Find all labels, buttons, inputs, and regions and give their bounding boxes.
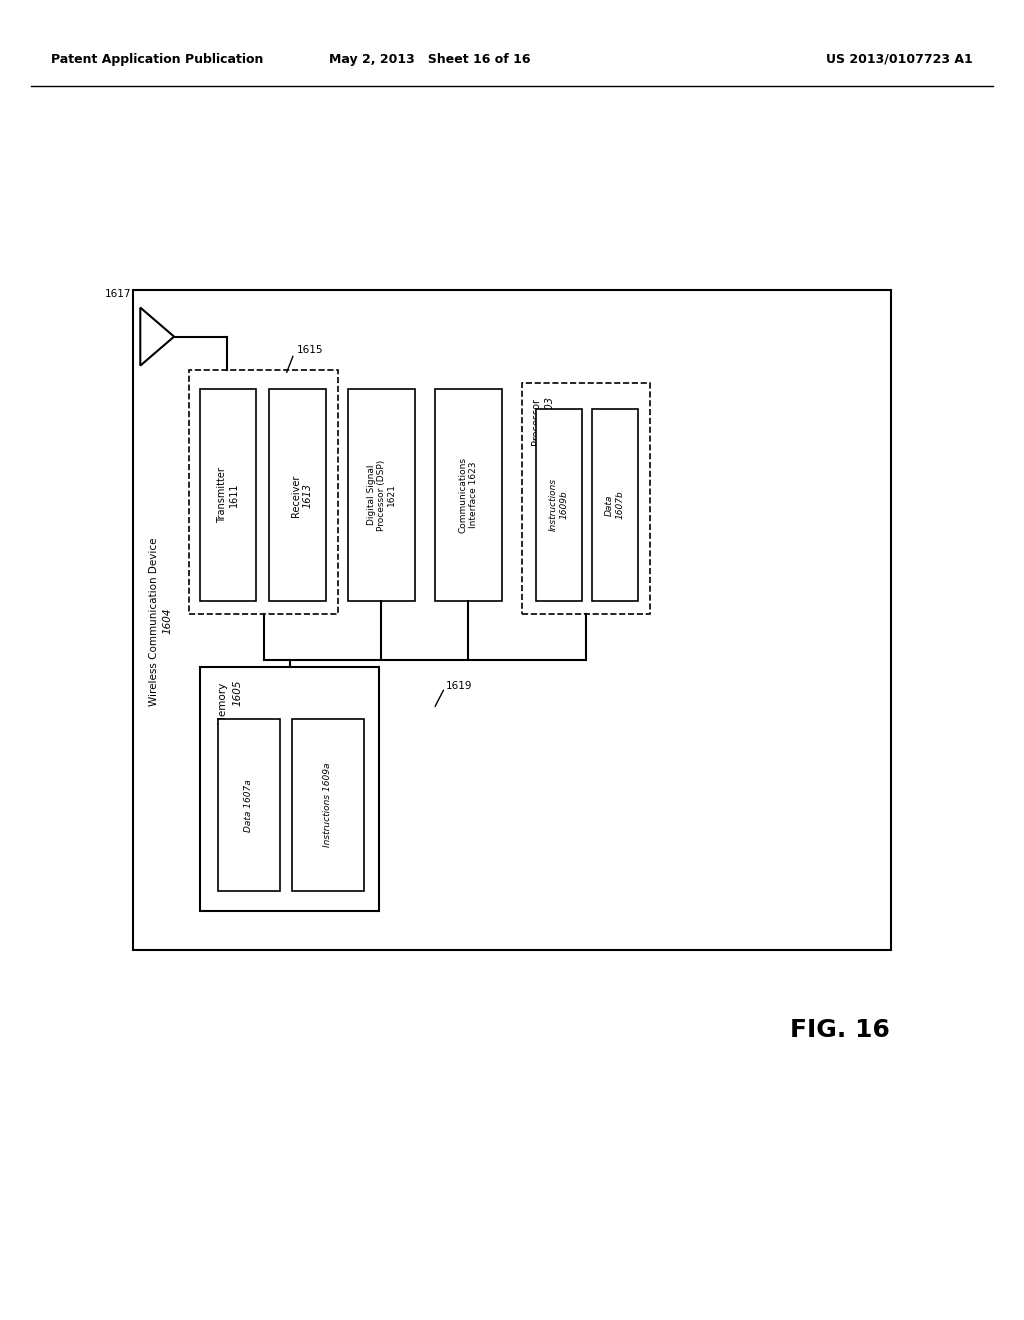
- Text: 1617: 1617: [104, 289, 131, 300]
- Text: 1613: 1613: [303, 483, 312, 507]
- Text: Receiver: Receiver: [293, 473, 302, 517]
- FancyBboxPatch shape: [522, 383, 650, 614]
- Text: US 2013/0107723 A1: US 2013/0107723 A1: [826, 53, 973, 66]
- Text: FIG. 16: FIG. 16: [790, 1018, 890, 1041]
- Text: 1603: 1603: [545, 396, 555, 421]
- Text: Transmitter
1611: Transmitter 1611: [217, 467, 239, 523]
- FancyBboxPatch shape: [435, 389, 502, 601]
- Text: Data
1607b: Data 1607b: [605, 491, 625, 519]
- Text: Digital Signal
Processor (DSP)
1621: Digital Signal Processor (DSP) 1621: [367, 459, 396, 531]
- FancyBboxPatch shape: [536, 409, 582, 601]
- FancyBboxPatch shape: [292, 719, 364, 891]
- Text: 1615: 1615: [297, 345, 324, 355]
- Text: Wireless Communication Device: Wireless Communication Device: [148, 535, 159, 706]
- FancyBboxPatch shape: [592, 409, 638, 601]
- Text: Memory: Memory: [218, 680, 228, 725]
- Text: Processor: Processor: [532, 396, 543, 446]
- FancyBboxPatch shape: [189, 370, 338, 614]
- Text: Patent Application Publication: Patent Application Publication: [51, 53, 263, 66]
- Text: Communications
Interface 1623: Communications Interface 1623: [459, 457, 478, 533]
- FancyBboxPatch shape: [348, 389, 415, 601]
- Text: 1619: 1619: [445, 681, 472, 692]
- Text: Instructions 1609a: Instructions 1609a: [324, 763, 332, 847]
- FancyBboxPatch shape: [269, 389, 326, 601]
- FancyBboxPatch shape: [200, 389, 256, 601]
- Text: Data 1607a: Data 1607a: [245, 779, 253, 832]
- Text: Instructions
1609b: Instructions 1609b: [549, 478, 568, 532]
- FancyBboxPatch shape: [133, 290, 891, 950]
- FancyBboxPatch shape: [218, 719, 280, 891]
- Text: May 2, 2013   Sheet 16 of 16: May 2, 2013 Sheet 16 of 16: [330, 53, 530, 66]
- Text: 1605: 1605: [232, 680, 243, 706]
- Text: 1604: 1604: [163, 607, 173, 634]
- FancyBboxPatch shape: [200, 667, 379, 911]
